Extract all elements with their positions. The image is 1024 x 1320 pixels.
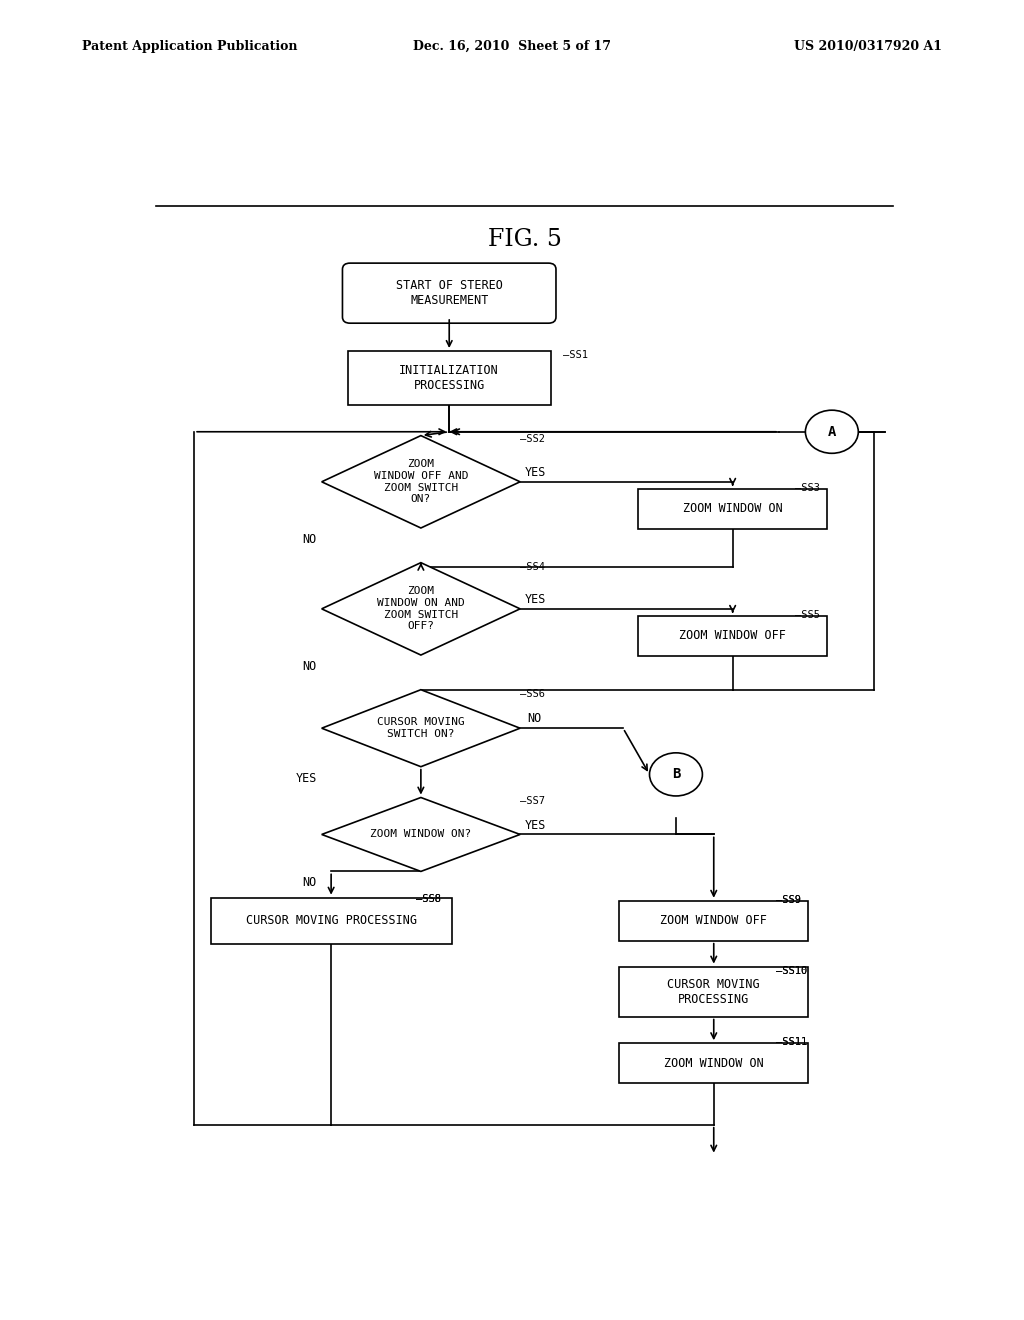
Text: ZOOM WINDOW OFF: ZOOM WINDOW OFF bbox=[679, 630, 786, 643]
Text: —SS6: —SS6 bbox=[520, 689, 545, 698]
Text: US 2010/0317920 A1: US 2010/0317920 A1 bbox=[794, 40, 942, 53]
Bar bbox=[638, 488, 827, 529]
Bar bbox=[211, 898, 452, 944]
Polygon shape bbox=[322, 562, 520, 655]
Text: B: B bbox=[672, 767, 680, 781]
Text: NO: NO bbox=[527, 713, 542, 726]
Text: ZOOM
WINDOW ON AND
ZOOM SWITCH
OFF?: ZOOM WINDOW ON AND ZOOM SWITCH OFF? bbox=[377, 586, 465, 631]
Text: YES: YES bbox=[296, 772, 317, 785]
Bar bbox=[620, 966, 808, 1016]
Text: ZOOM WINDOW OFF: ZOOM WINDOW OFF bbox=[660, 915, 767, 927]
Text: FIG. 5: FIG. 5 bbox=[487, 228, 562, 251]
Text: —SS10: —SS10 bbox=[776, 966, 807, 975]
Bar bbox=[348, 351, 551, 405]
Text: —SS10: —SS10 bbox=[776, 966, 807, 975]
Bar bbox=[620, 900, 808, 941]
Bar bbox=[620, 1043, 808, 1084]
Text: —SS7: —SS7 bbox=[520, 796, 545, 807]
Text: ZOOM WINDOW ON: ZOOM WINDOW ON bbox=[683, 502, 782, 515]
Text: —SS4: —SS4 bbox=[520, 561, 545, 572]
Text: —SS8: —SS8 bbox=[416, 894, 441, 904]
Text: INITIALIZATION
PROCESSING: INITIALIZATION PROCESSING bbox=[399, 364, 499, 392]
Text: —SS11: —SS11 bbox=[776, 1038, 807, 1047]
Text: —SS5: —SS5 bbox=[795, 610, 820, 620]
Text: ZOOM WINDOW ON: ZOOM WINDOW ON bbox=[664, 1056, 764, 1069]
Text: Dec. 16, 2010  Sheet 5 of 17: Dec. 16, 2010 Sheet 5 of 17 bbox=[413, 40, 611, 53]
Bar bbox=[638, 615, 827, 656]
Text: Patent Application Publication: Patent Application Publication bbox=[82, 40, 297, 53]
Text: NO: NO bbox=[303, 660, 317, 673]
Text: YES: YES bbox=[525, 818, 546, 832]
Text: A: A bbox=[827, 425, 836, 438]
Text: YES: YES bbox=[525, 593, 546, 606]
Polygon shape bbox=[322, 436, 520, 528]
FancyBboxPatch shape bbox=[342, 263, 556, 323]
Text: ZOOM
WINDOW OFF AND
ZOOM SWITCH
ON?: ZOOM WINDOW OFF AND ZOOM SWITCH ON? bbox=[374, 459, 468, 504]
Text: CURSOR MOVING
PROCESSING: CURSOR MOVING PROCESSING bbox=[668, 978, 760, 1006]
Text: CURSOR MOVING
SWITCH ON?: CURSOR MOVING SWITCH ON? bbox=[377, 717, 465, 739]
Text: NO: NO bbox=[303, 876, 317, 890]
Polygon shape bbox=[322, 689, 520, 767]
Polygon shape bbox=[322, 797, 520, 871]
Circle shape bbox=[649, 752, 702, 796]
Text: —SS1: —SS1 bbox=[562, 350, 588, 360]
Text: —SS8: —SS8 bbox=[416, 894, 441, 904]
Text: START OF STEREO
MEASUREMENT: START OF STEREO MEASUREMENT bbox=[396, 279, 503, 308]
Text: ZOOM WINDOW ON?: ZOOM WINDOW ON? bbox=[371, 829, 471, 840]
Text: —SS9: —SS9 bbox=[776, 895, 801, 906]
Text: YES: YES bbox=[525, 466, 546, 479]
Circle shape bbox=[806, 411, 858, 453]
Text: —SS3: —SS3 bbox=[795, 483, 820, 492]
Text: NO: NO bbox=[303, 533, 317, 546]
Text: —SS2: —SS2 bbox=[520, 434, 545, 445]
Text: —SS9: —SS9 bbox=[776, 895, 801, 906]
Text: —SS11: —SS11 bbox=[776, 1038, 807, 1047]
Text: CURSOR MOVING PROCESSING: CURSOR MOVING PROCESSING bbox=[246, 915, 417, 927]
